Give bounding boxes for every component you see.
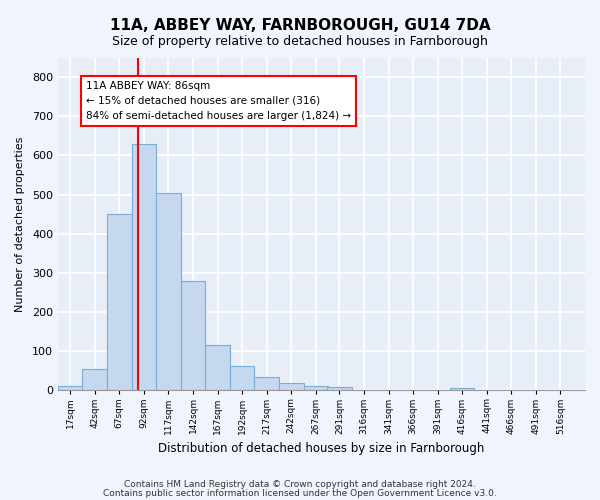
Bar	[450, 388, 475, 390]
Bar	[279, 384, 304, 390]
Text: Contains public sector information licensed under the Open Government Licence v3: Contains public sector information licen…	[103, 489, 497, 498]
Bar	[82, 369, 107, 390]
Text: 11A ABBEY WAY: 86sqm
← 15% of detached houses are smaller (316)
84% of semi-deta: 11A ABBEY WAY: 86sqm ← 15% of detached h…	[86, 81, 351, 120]
Bar	[205, 344, 230, 391]
Text: 11A, ABBEY WAY, FARNBOROUGH, GU14 7DA: 11A, ABBEY WAY, FARNBOROUGH, GU14 7DA	[110, 18, 490, 32]
Bar	[230, 366, 254, 390]
Bar	[304, 386, 328, 390]
Y-axis label: Number of detached properties: Number of detached properties	[15, 136, 25, 312]
X-axis label: Distribution of detached houses by size in Farnborough: Distribution of detached houses by size …	[158, 442, 485, 455]
Bar	[107, 214, 131, 390]
Bar	[156, 194, 181, 390]
Bar	[58, 386, 82, 390]
Bar	[327, 387, 352, 390]
Title: Size of property relative to detached houses in Farnborough: Size of property relative to detached ho…	[0, 499, 1, 500]
Bar	[254, 376, 279, 390]
Bar	[131, 144, 156, 390]
Bar	[181, 280, 205, 390]
Text: Contains HM Land Registry data © Crown copyright and database right 2024.: Contains HM Land Registry data © Crown c…	[124, 480, 476, 489]
Text: Size of property relative to detached houses in Farnborough: Size of property relative to detached ho…	[112, 35, 488, 48]
